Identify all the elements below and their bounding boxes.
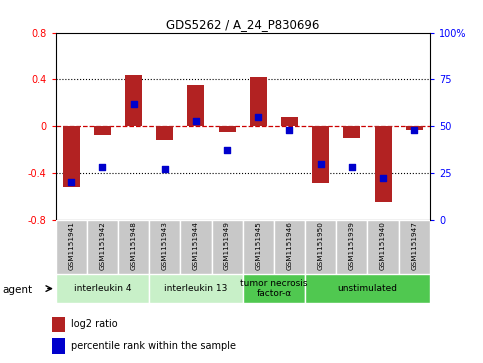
- Bar: [336, 220, 368, 274]
- Text: unstimulated: unstimulated: [338, 284, 398, 293]
- Point: [285, 127, 293, 133]
- Bar: [56, 274, 149, 303]
- Title: GDS5262 / A_24_P830696: GDS5262 / A_24_P830696: [166, 19, 319, 32]
- Text: log2 ratio: log2 ratio: [71, 319, 117, 329]
- Bar: [94, 126, 111, 135]
- Text: interleukin 4: interleukin 4: [73, 284, 131, 293]
- Bar: [87, 220, 118, 274]
- Text: agent: agent: [2, 285, 32, 295]
- Text: GSM1151944: GSM1151944: [193, 221, 199, 270]
- Point: [348, 164, 356, 170]
- Bar: [374, 126, 392, 202]
- Bar: [156, 126, 173, 140]
- Text: GSM1151948: GSM1151948: [130, 221, 137, 270]
- Point: [192, 118, 200, 123]
- Text: percentile rank within the sample: percentile rank within the sample: [71, 341, 236, 351]
- Bar: [118, 220, 149, 274]
- Point: [67, 179, 75, 185]
- Bar: [56, 220, 87, 274]
- Text: GSM1151950: GSM1151950: [318, 221, 324, 270]
- Text: tumor necrosis
factor-α: tumor necrosis factor-α: [240, 279, 308, 298]
- Bar: [242, 274, 305, 303]
- Text: GSM1151939: GSM1151939: [349, 221, 355, 270]
- Bar: [274, 220, 305, 274]
- Point: [99, 164, 106, 170]
- Point: [255, 114, 262, 120]
- Text: GSM1151941: GSM1151941: [68, 221, 74, 270]
- Text: GSM1151949: GSM1151949: [224, 221, 230, 270]
- Bar: [343, 126, 360, 138]
- Text: interleukin 13: interleukin 13: [164, 284, 227, 293]
- Bar: [281, 117, 298, 126]
- Bar: [149, 274, 242, 303]
- Bar: [149, 220, 180, 274]
- Text: GSM1151947: GSM1151947: [411, 221, 417, 270]
- Bar: [242, 220, 274, 274]
- Bar: [305, 274, 430, 303]
- Point: [223, 147, 231, 153]
- Bar: [305, 220, 336, 274]
- Bar: [212, 220, 242, 274]
- Bar: [368, 220, 398, 274]
- Point: [161, 166, 169, 172]
- Point: [411, 127, 418, 133]
- Bar: [125, 75, 142, 126]
- Bar: [187, 85, 204, 126]
- Bar: [250, 77, 267, 126]
- Bar: [63, 126, 80, 187]
- Bar: [312, 126, 329, 183]
- Point: [317, 160, 325, 166]
- Bar: [218, 126, 236, 132]
- Text: GSM1151946: GSM1151946: [286, 221, 293, 270]
- Bar: [398, 220, 430, 274]
- Bar: [180, 220, 212, 274]
- Text: GSM1151942: GSM1151942: [99, 221, 105, 270]
- Point: [129, 101, 137, 107]
- Text: GSM1151945: GSM1151945: [256, 221, 261, 270]
- Text: GSM1151940: GSM1151940: [380, 221, 386, 270]
- Bar: [53, 338, 65, 354]
- Bar: [53, 317, 65, 332]
- Text: GSM1151943: GSM1151943: [162, 221, 168, 270]
- Bar: [406, 126, 423, 130]
- Point: [379, 176, 387, 182]
